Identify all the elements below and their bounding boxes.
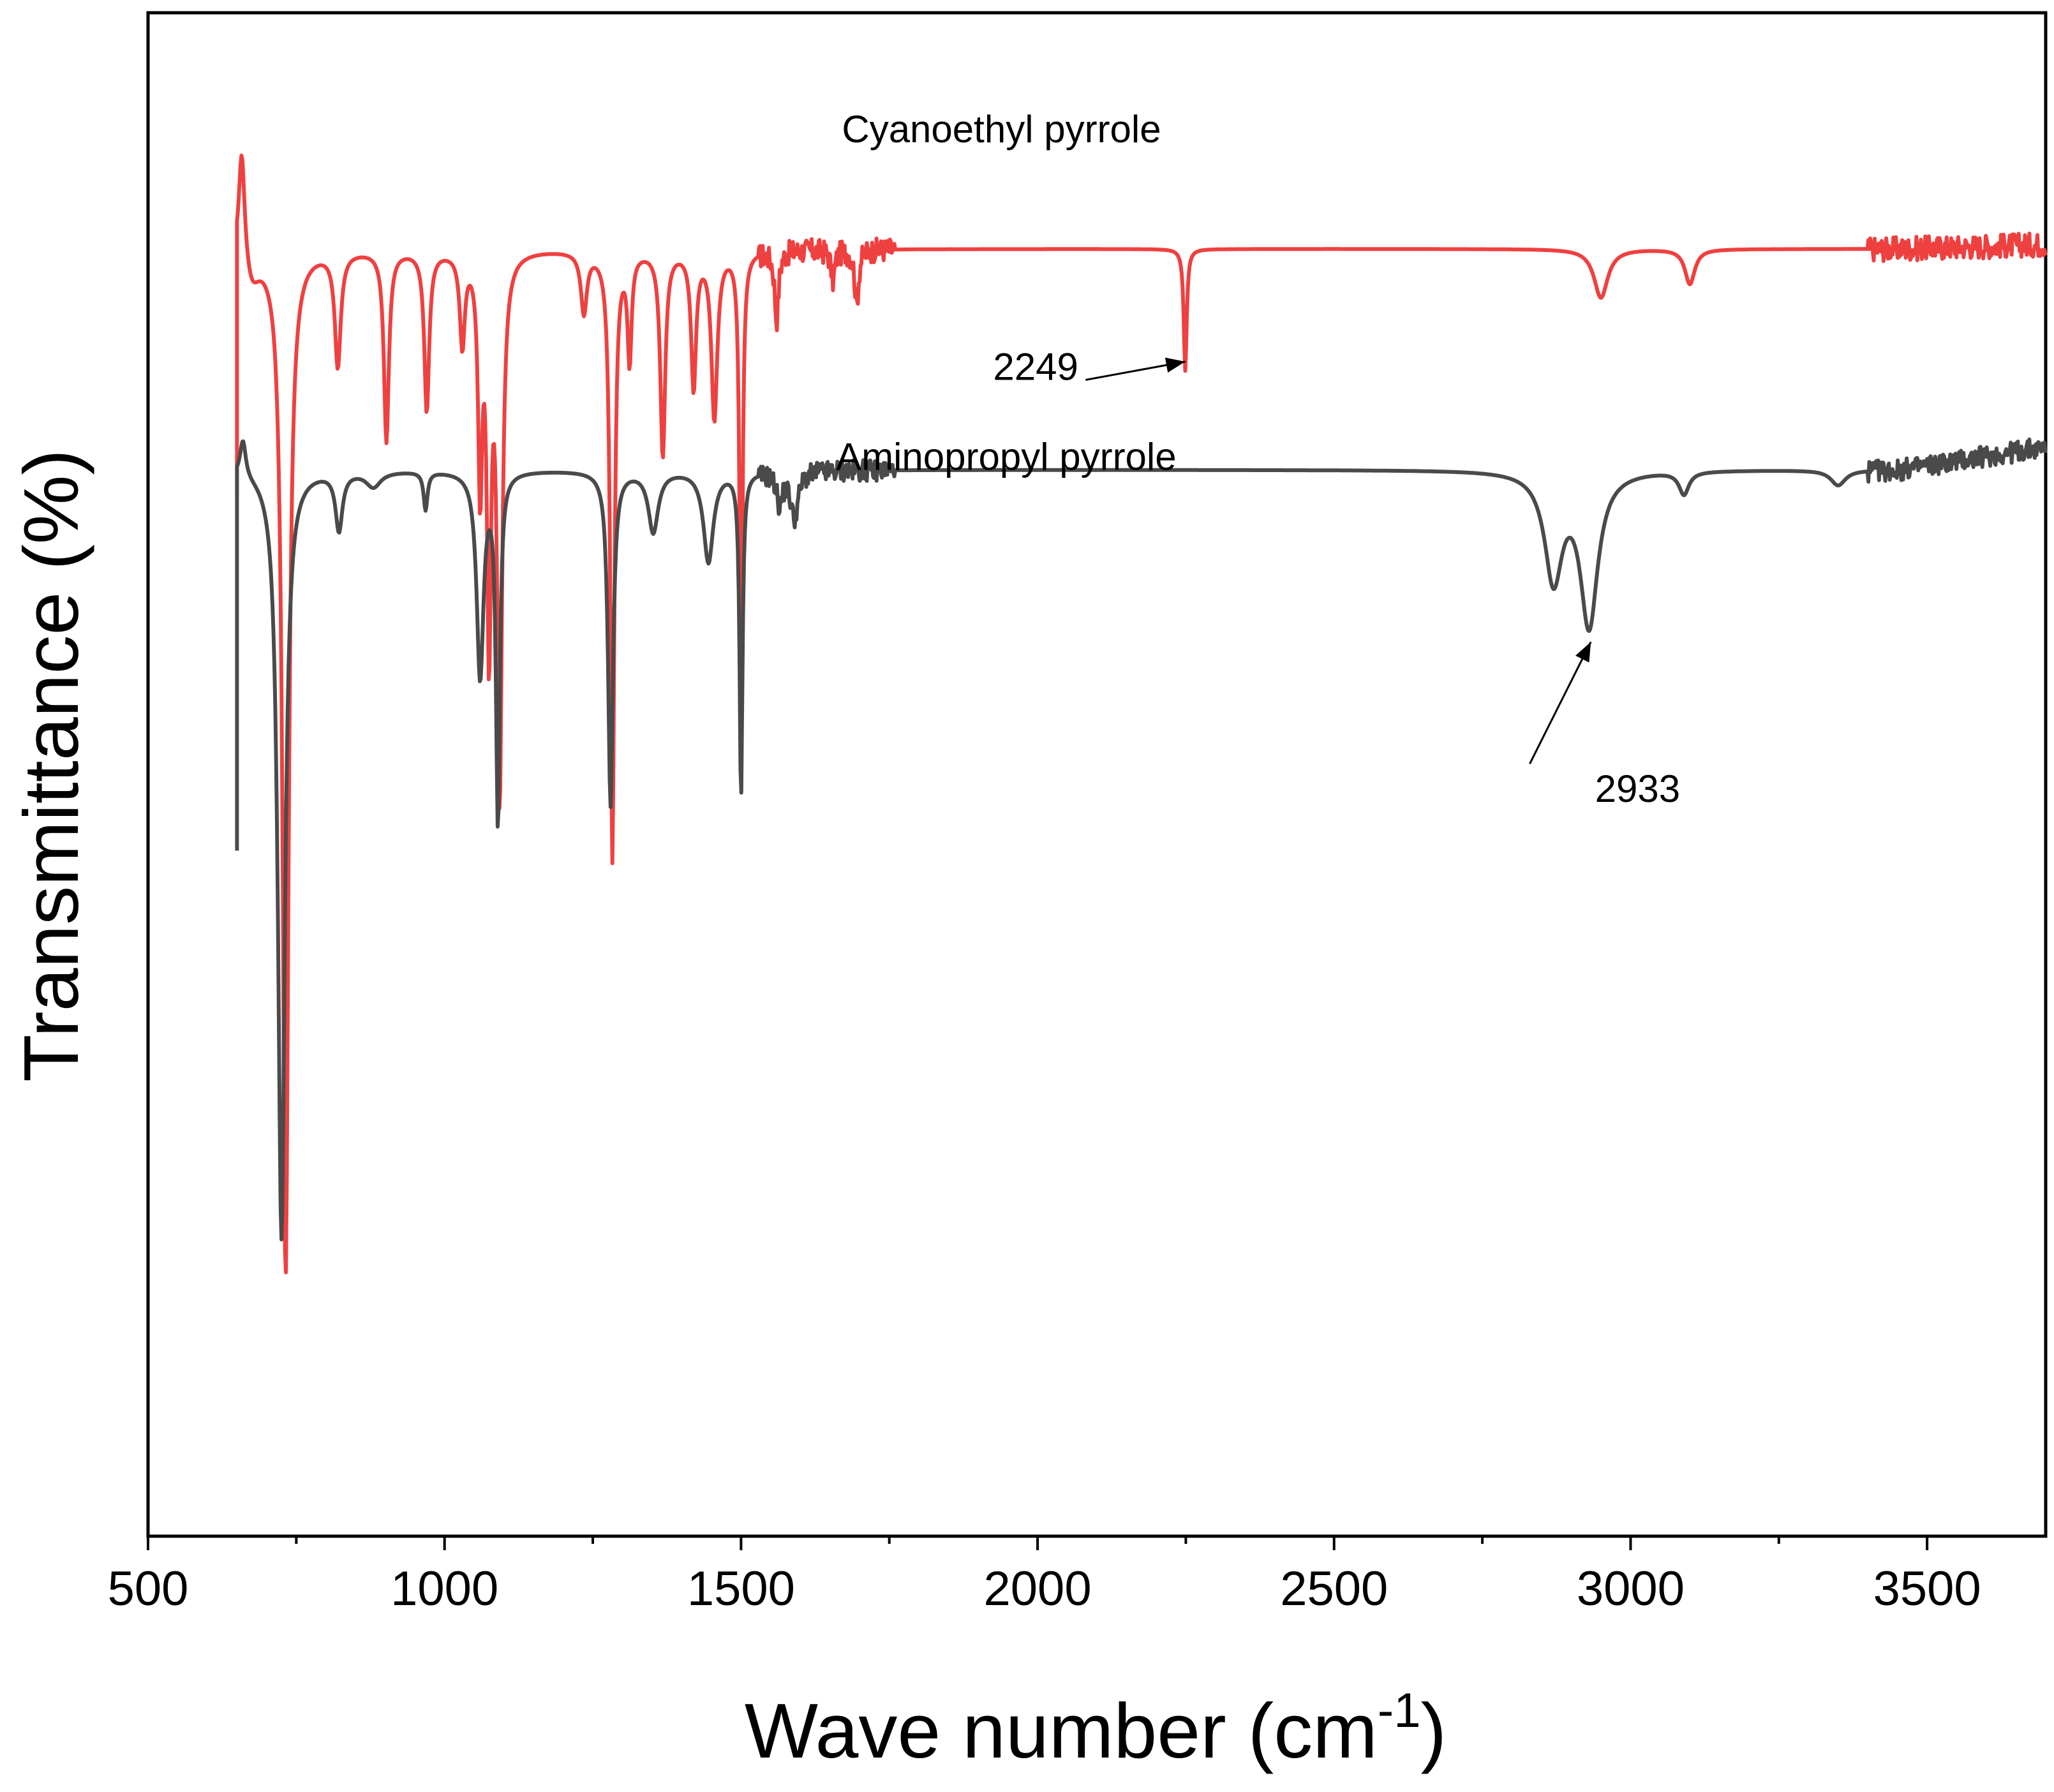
x-tick-label: 3500 — [1873, 1562, 1981, 1616]
series-line-cyanoethyl-pyrrole — [235, 153, 2048, 1275]
peak-label: 2933 — [1595, 767, 1680, 810]
series-label: Aminopropyl pyrrole — [836, 435, 1177, 478]
peak-arrow — [1529, 641, 1592, 764]
x-axis-ticks — [147, 1536, 1929, 1550]
x-axis-tick-labels: 500 1000 1500 2000 2500 3000 3500 — [108, 1562, 1981, 1616]
plot-frame — [146, 11, 2048, 1538]
x-axis-title-suffix: ) — [1420, 1687, 1447, 1774]
x-tick-label: 2000 — [984, 1562, 1092, 1616]
y-axis-title: Transmittance (%) — [8, 449, 94, 1082]
peak-label: 2249 — [993, 346, 1078, 389]
x-tick-label: 2500 — [1280, 1562, 1388, 1616]
x-tick-label: 3000 — [1577, 1562, 1685, 1616]
annotation-layer: Cyanoethyl pyrrole 2249 Aminopropyl pyrrol… — [836, 108, 1680, 810]
x-tick-label: 1000 — [391, 1562, 498, 1616]
series-label: Cyanoethyl pyrrole — [842, 108, 1161, 151]
peak-arrow — [1085, 357, 1186, 381]
x-axis-title-main: Wave number (cm — [745, 1687, 1378, 1774]
x-tick-label: 1500 — [687, 1562, 795, 1616]
x-tick-label: 500 — [108, 1562, 189, 1616]
series-layer — [235, 153, 2048, 1275]
x-axis-title: Wave number (cm-1) — [745, 1684, 1447, 1774]
series-line-aminopropyl-pyrrole — [235, 437, 2048, 1241]
x-axis-title-superscript: -1 — [1378, 1684, 1421, 1738]
